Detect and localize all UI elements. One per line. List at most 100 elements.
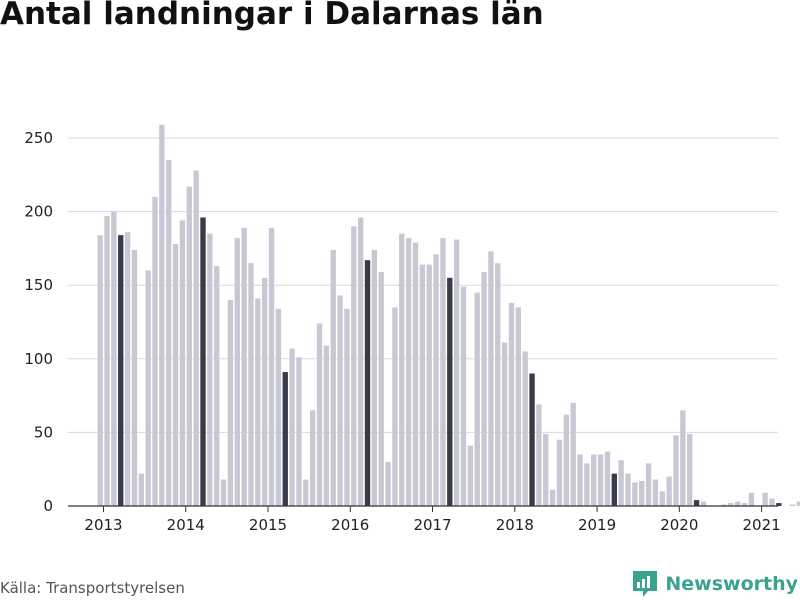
- x-axis: 2013201420152016201720182019202020212022: [68, 505, 781, 534]
- bar: [680, 410, 686, 506]
- bar: [748, 492, 755, 506]
- bar: [495, 263, 501, 506]
- bar: [193, 170, 199, 506]
- bar: [515, 307, 522, 506]
- chart-title: Antal landningar i Dalarnas län: [0, 0, 544, 32]
- bar: [693, 500, 700, 506]
- bar: [241, 227, 247, 507]
- y-axis: 0 50 100 150 200 250: [24, 129, 53, 515]
- source-note: Källa: Transportstyrelsen: [0, 579, 185, 597]
- bar: [145, 270, 151, 506]
- bar: [700, 501, 707, 506]
- bar: [467, 445, 474, 506]
- bars: [97, 124, 800, 507]
- x-tick-label: 2013: [84, 516, 122, 534]
- bar: [529, 373, 535, 506]
- bar: [248, 263, 254, 506]
- bar: [124, 232, 131, 506]
- x-tick-label: 2020: [660, 516, 698, 534]
- bar: [447, 277, 453, 506]
- bar: [474, 292, 480, 506]
- bar: [597, 454, 604, 506]
- x-tick-label: 2018: [496, 516, 534, 534]
- bar: [220, 479, 227, 506]
- x-tick-label: 2016: [331, 516, 369, 534]
- bar: [419, 264, 426, 506]
- bar: [255, 298, 261, 506]
- bar: [385, 461, 391, 506]
- bar: [536, 404, 542, 506]
- y-tick-label: 0: [43, 497, 53, 515]
- y-tick-label: 250: [24, 129, 53, 147]
- bar: [645, 463, 652, 506]
- bar: [303, 479, 309, 506]
- bar: [659, 491, 665, 506]
- bar: [268, 227, 275, 507]
- bar: [591, 454, 597, 506]
- y-tick-label: 200: [24, 203, 53, 221]
- bar: [227, 299, 234, 506]
- x-tick-label: 2014: [167, 516, 205, 534]
- bar: [159, 124, 165, 506]
- brand-logo[interactable]: Newsworthy: [631, 569, 798, 599]
- bar: [666, 476, 672, 506]
- bar: [344, 308, 350, 506]
- bar: [584, 463, 590, 506]
- bar: [282, 372, 288, 506]
- brand-name: Newsworthy: [665, 573, 798, 595]
- y-tick-label: 100: [24, 350, 53, 368]
- bar: [337, 295, 343, 506]
- bar: [570, 402, 576, 506]
- bar: [776, 503, 782, 506]
- bar: [673, 435, 679, 506]
- bar: [522, 351, 528, 506]
- bar: [625, 473, 631, 506]
- bar: [138, 473, 144, 506]
- bar: [207, 233, 213, 506]
- bar: [721, 504, 727, 506]
- bar: [501, 342, 508, 506]
- bar: [741, 503, 748, 506]
- bar: [453, 239, 460, 506]
- bar: [186, 186, 192, 507]
- bar: [762, 492, 768, 506]
- bar: [275, 308, 282, 506]
- bar: [323, 345, 330, 506]
- bar: [179, 220, 186, 506]
- bar: [357, 217, 364, 506]
- bar: [200, 217, 206, 506]
- bar: [549, 489, 556, 506]
- bar: [577, 454, 583, 506]
- bar: [687, 433, 693, 506]
- bar: [262, 277, 268, 506]
- x-tick-label: 2019: [578, 516, 616, 534]
- bar: [310, 410, 316, 506]
- y-tick-label: 150: [24, 276, 53, 294]
- bar: [604, 451, 611, 506]
- bar: [508, 302, 515, 506]
- bar: [769, 498, 775, 506]
- bar: [131, 249, 138, 506]
- bar: [789, 504, 796, 506]
- bar: [735, 501, 741, 506]
- bar: [611, 473, 617, 506]
- bar: [172, 243, 179, 506]
- bar: [364, 260, 371, 506]
- newsworthy-logo-icon: [633, 571, 658, 597]
- y-tick-label: 50: [34, 423, 53, 441]
- bar: [426, 264, 432, 506]
- bar: [152, 196, 158, 506]
- bar: [330, 249, 336, 506]
- bar: [104, 216, 110, 507]
- bar: [351, 226, 357, 506]
- bar: [618, 460, 624, 506]
- bar: [214, 266, 220, 506]
- bar: [392, 307, 398, 506]
- bar: [316, 323, 323, 506]
- bar: [371, 249, 378, 506]
- bar: [796, 501, 800, 506]
- x-tick-label: 2021: [742, 516, 780, 534]
- bar: [234, 238, 240, 506]
- bar: [652, 479, 659, 506]
